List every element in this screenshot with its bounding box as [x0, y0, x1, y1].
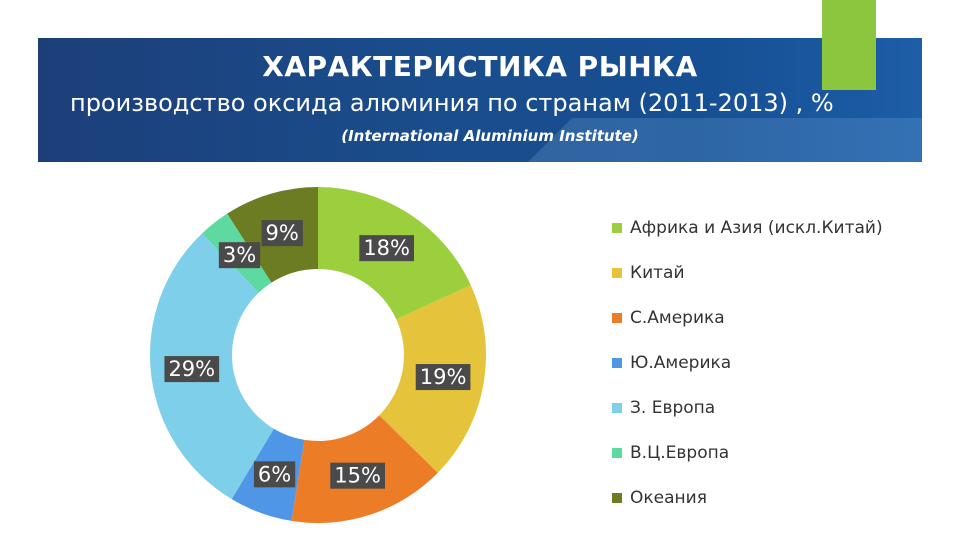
- data-label-box: [359, 235, 415, 262]
- legend-item: З. Европа: [612, 398, 715, 418]
- legend-label: Океания: [630, 488, 707, 508]
- data-label-box: [330, 462, 385, 489]
- svg-text:9%: 9%: [266, 221, 299, 245]
- svg-text:3%: 3%: [223, 243, 256, 267]
- data-label-box: [218, 242, 261, 269]
- slide-title: ХАРАКТЕРИСТИКА РЫНКА: [262, 50, 698, 83]
- data-label-box: [253, 461, 296, 488]
- source-note: (International Aluminium Institute): [341, 127, 639, 145]
- legend-label: В.Ц.Европа: [630, 443, 730, 463]
- svg-text:15%: 15%: [334, 464, 381, 488]
- legend-label: С.Америка: [630, 308, 725, 328]
- legend-swatch: [612, 448, 622, 458]
- legend-label: З. Европа: [630, 398, 716, 418]
- data-label: 15%: [330, 462, 385, 489]
- data-label: 19%: [415, 364, 471, 391]
- data-label-box: [261, 220, 303, 247]
- svg-text:29%: 29%: [168, 357, 215, 381]
- legend-swatch: [612, 403, 622, 413]
- legend-label: Африка и Азия (искл.Китай): [630, 218, 883, 238]
- legend-label: Ю.Америка: [630, 353, 732, 373]
- legend-swatch: [612, 493, 622, 503]
- legend-swatch: [612, 358, 622, 368]
- svg-text:6%: 6%: [258, 462, 291, 486]
- svg-text:19%: 19%: [420, 365, 467, 389]
- slide-subtitle: производство оксида алюминия по странам …: [70, 89, 834, 117]
- data-label-box: [164, 356, 220, 383]
- data-label: 6%: [253, 461, 296, 488]
- legend-item: Африка и Азия (искл.Китай): [612, 218, 883, 238]
- accent-bar: [822, 0, 876, 90]
- data-label-box: [415, 364, 471, 391]
- data-label: 29%: [164, 356, 220, 383]
- legend-item: Китай: [612, 263, 685, 283]
- legend-swatch: [612, 223, 622, 233]
- legend-item: С.Америка: [612, 308, 725, 328]
- legend-swatch: [612, 268, 622, 278]
- legend-label: Китай: [630, 263, 685, 283]
- data-label: 9%: [261, 220, 303, 247]
- legend-item: Океания: [612, 488, 707, 508]
- svg-text:18%: 18%: [363, 236, 410, 260]
- data-label: 18%: [359, 235, 415, 262]
- data-label: 3%: [218, 242, 261, 269]
- legend-item: Ю.Америка: [612, 353, 731, 373]
- legend-swatch: [612, 313, 622, 323]
- legend-item: В.Ц.Европа: [612, 443, 729, 463]
- title-banner: [38, 38, 922, 162]
